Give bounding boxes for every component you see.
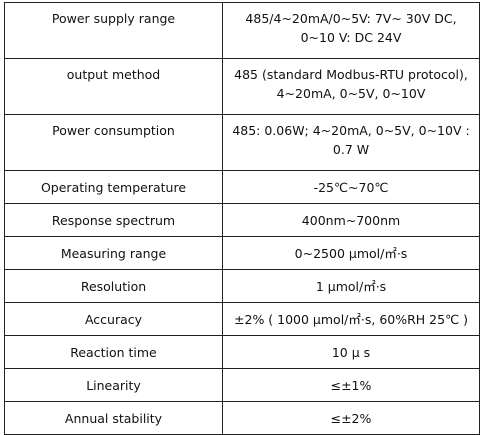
parameter-name: Operating temperature xyxy=(4,170,223,204)
parameter-name: Measuring range xyxy=(4,236,223,270)
table-body: Power supply range 485/4~20mA/0~5V: 7V~ 3… xyxy=(4,2,480,435)
parameter-name: Linearity xyxy=(4,368,223,402)
parameter-value: ≤±1% xyxy=(222,368,480,402)
parameter-value: 400nm~700nm xyxy=(222,203,480,237)
table-row: Power supply range 485/4~20mA/0~5V: 7V~ 3… xyxy=(4,2,480,59)
parameter-value: 485/4~20mA/0~5V: 7V~ 30V DC, 0~10 V: DC … xyxy=(222,2,480,59)
table-row: Reaction time 10 μ s xyxy=(4,335,480,369)
parameter-value: 1 μmol/㎡·s xyxy=(222,269,480,303)
table-row: Response spectrum 400nm~700nm xyxy=(4,203,480,237)
parameter-name: Annual stability xyxy=(4,401,223,435)
parameter-value: 485 (standard Modbus-RTU protocol), 4~20… xyxy=(222,58,480,115)
table-row: Resolution 1 μmol/㎡·s xyxy=(4,269,480,303)
table-row: Linearity ≤±1% xyxy=(4,368,480,402)
parameter-name: Accuracy xyxy=(4,302,223,336)
table-row: Annual stability ≤±2% xyxy=(4,401,480,435)
parameter-value: 0~2500 μmol/㎡·s xyxy=(222,236,480,270)
parameter-name: Response spectrum xyxy=(4,203,223,237)
table-row: Power consumption 485: 0.06W; 4~20mA, 0~5… xyxy=(4,114,480,171)
table-row: output method 485 (standard Modbus-RTU pr… xyxy=(4,58,480,115)
parameter-name: Power supply range xyxy=(4,2,223,59)
table-row: Operating temperature -25℃~70℃ xyxy=(4,170,480,204)
table-row: Accuracy ±2% ( 1000 μmol/㎡·s, 60%RH 25℃ ) xyxy=(4,302,480,336)
parameter-name: Reaction time xyxy=(4,335,223,369)
parameter-value: ≤±2% xyxy=(222,401,480,435)
spec-table: Power supply range 485/4~20mA/0~5V: 7V~ 3… xyxy=(4,2,480,435)
parameter-name: Power consumption xyxy=(4,114,223,171)
parameter-value: 10 μ s xyxy=(222,335,480,369)
table-row: Measuring range 0~2500 μmol/㎡·s xyxy=(4,236,480,270)
parameter-name: output method xyxy=(4,58,223,115)
parameter-name: Resolution xyxy=(4,269,223,303)
parameter-value: -25℃~70℃ xyxy=(222,170,480,204)
parameter-value: ±2% ( 1000 μmol/㎡·s, 60%RH 25℃ ) xyxy=(222,302,480,336)
parameter-value: 485: 0.06W; 4~20mA, 0~5V, 0~10V : 0.7 W xyxy=(222,114,480,171)
